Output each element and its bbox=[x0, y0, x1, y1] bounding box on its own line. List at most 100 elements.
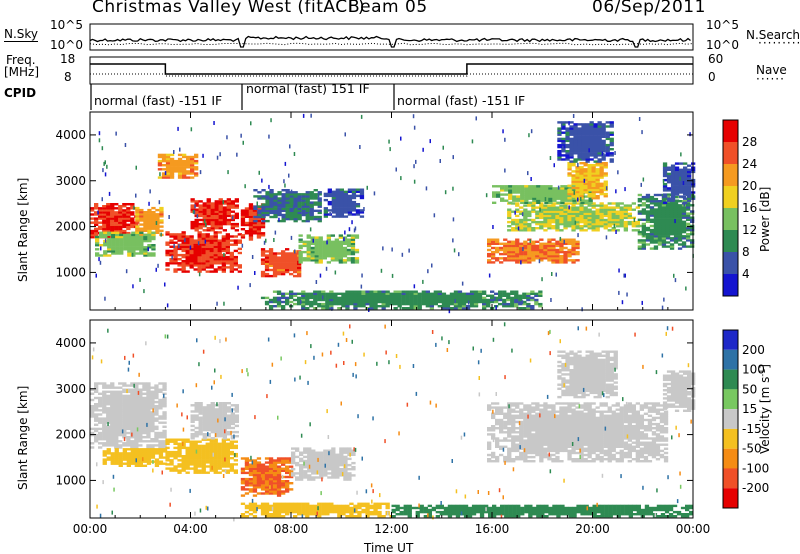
cell-power-cells-14 bbox=[516, 199, 521, 202]
cell-power-cells-9 bbox=[309, 211, 314, 215]
cell-power-cells-0 bbox=[114, 211, 119, 214]
cell-power-cells-3 bbox=[221, 262, 226, 265]
cell-vel-cells-0 bbox=[90, 411, 95, 414]
cell-power-cells-13 bbox=[539, 222, 544, 226]
cell-power-cells-9 bbox=[317, 201, 322, 204]
cell-power-cells-11 bbox=[305, 292, 310, 295]
cell-vel-cells-0 bbox=[146, 431, 151, 435]
cell-power-cells-17 bbox=[681, 237, 687, 240]
cell-power-cells-11 bbox=[381, 307, 386, 310]
cell-power-cells-17 bbox=[686, 233, 691, 236]
cell-power-cells-16 bbox=[569, 127, 574, 130]
cell-power-cells-15 bbox=[579, 182, 584, 185]
cell-power-cells-11 bbox=[317, 305, 322, 308]
cell-vel-cells-3 bbox=[222, 426, 227, 430]
cell-power-cells-11 bbox=[530, 307, 535, 310]
cell-power-cells-11 bbox=[289, 300, 294, 304]
cell-power-cells-11 bbox=[498, 296, 503, 300]
cell-power-cells-0 bbox=[98, 207, 103, 210]
noise-power-cells bbox=[251, 255, 254, 259]
cell-power-cells-17 bbox=[637, 247, 642, 250]
cell-power-cells-2 bbox=[135, 241, 140, 245]
cell-power-cells-16 bbox=[609, 121, 614, 124]
cell-power-cells-13 bbox=[623, 222, 628, 226]
cell-power-cells-8 bbox=[346, 238, 352, 241]
cell-power-cells-0 bbox=[114, 203, 119, 206]
noise-power-cells bbox=[514, 210, 516, 215]
cell-vel-cells-0 bbox=[102, 396, 107, 400]
cell-power-cells-4 bbox=[190, 227, 195, 230]
cell-power-cells-16 bbox=[609, 154, 614, 157]
cell-power-cells-3 bbox=[205, 258, 210, 261]
cell-power-cells-11 bbox=[482, 302, 487, 306]
cell-vel-cells-0 bbox=[138, 444, 143, 447]
cell-power-cells-17 bbox=[665, 204, 671, 207]
cell-power-cells-11 bbox=[309, 302, 314, 306]
cell-vel-cells-0 bbox=[114, 427, 119, 431]
cell-vel-cells-0 bbox=[118, 396, 123, 400]
cell-power-cells-16 bbox=[601, 139, 606, 143]
cell-power-cells-17 bbox=[690, 218, 695, 221]
cell-power-cells-17 bbox=[649, 210, 655, 213]
cell-power-cells-11 bbox=[268, 300, 274, 304]
cell-power-cells-8 bbox=[326, 244, 331, 248]
cell-power-cells-6 bbox=[256, 234, 262, 237]
cell-power-cells-2 bbox=[135, 239, 140, 243]
cell-vel-cells-2 bbox=[185, 455, 190, 458]
cell-vel-cells-0 bbox=[110, 421, 115, 424]
cell-power-cells-9 bbox=[269, 209, 274, 212]
cell-power-cells-13 bbox=[571, 229, 576, 232]
cell-power-cells-9 bbox=[285, 189, 290, 192]
cell-power-cells-5 bbox=[173, 162, 179, 165]
noise-power-cells bbox=[431, 298, 433, 303]
cell-power-cells-16 bbox=[605, 150, 610, 153]
cell-power-cells-11 bbox=[445, 294, 451, 297]
cell-power-cells-10 bbox=[347, 198, 353, 202]
cell-power-cells-16 bbox=[569, 150, 574, 153]
cell-power-cells-3 bbox=[201, 235, 206, 238]
cell-power-cells-12 bbox=[567, 250, 572, 254]
cell-power-cells-3 bbox=[229, 270, 234, 273]
cell-power-cells-13 bbox=[607, 214, 612, 218]
cell-power-cells-1 bbox=[147, 221, 152, 224]
cell-power-cells-14 bbox=[532, 189, 537, 192]
cell-power-cells-15 bbox=[583, 182, 588, 185]
cell-vel-cells-0 bbox=[90, 405, 95, 408]
cell-power-cells-5 bbox=[161, 153, 167, 157]
cell-power-cells-10 bbox=[359, 194, 365, 198]
cell-vel-cells-0 bbox=[98, 433, 103, 437]
cell-power-cells-4 bbox=[218, 214, 223, 218]
cell-power-cells-12 bbox=[491, 246, 496, 250]
cell-power-cells-12 bbox=[559, 250, 564, 254]
noise-power-cells bbox=[413, 284, 416, 289]
cell-power-cells-6 bbox=[244, 209, 250, 212]
noise-power-cells bbox=[155, 221, 158, 225]
cell-power-cells-13 bbox=[591, 229, 596, 232]
cell-power-cells-2 bbox=[111, 244, 116, 247]
cell-power-cells-13 bbox=[539, 220, 544, 224]
cell-vel-cells-0 bbox=[154, 394, 159, 398]
cell-power-cells-11 bbox=[333, 294, 338, 297]
cell-power-cells-17 bbox=[637, 245, 642, 248]
cell-power-cells-0 bbox=[98, 209, 103, 212]
cell-power-cells-0 bbox=[122, 229, 127, 233]
noise-power-cells bbox=[389, 147, 391, 152]
cell-vel-cells-2 bbox=[169, 440, 174, 443]
cell-vel-cells-0 bbox=[154, 396, 159, 400]
noise-power-cells bbox=[425, 186, 428, 191]
cell-power-cells-14 bbox=[516, 195, 521, 198]
cell-power-cells-7 bbox=[281, 272, 286, 276]
cell-vel-cells-2 bbox=[213, 457, 218, 460]
cell-power-cells-17 bbox=[665, 212, 671, 215]
cell-power-cells-5 bbox=[190, 164, 195, 167]
cell-power-cells-15 bbox=[579, 195, 584, 198]
cell-vel-cells-0 bbox=[150, 403, 155, 406]
cell-power-cells-8 bbox=[310, 255, 315, 258]
cell-vel-cells-0 bbox=[94, 419, 99, 422]
cell-vel-cells-0 bbox=[150, 444, 155, 447]
cell-power-cells-11 bbox=[393, 300, 398, 304]
cell-vel-cells-1 bbox=[106, 456, 111, 459]
cell-power-cells-11 bbox=[473, 290, 479, 293]
cell-power-cells-8 bbox=[334, 244, 339, 248]
cell-power-cells-15 bbox=[595, 162, 600, 165]
